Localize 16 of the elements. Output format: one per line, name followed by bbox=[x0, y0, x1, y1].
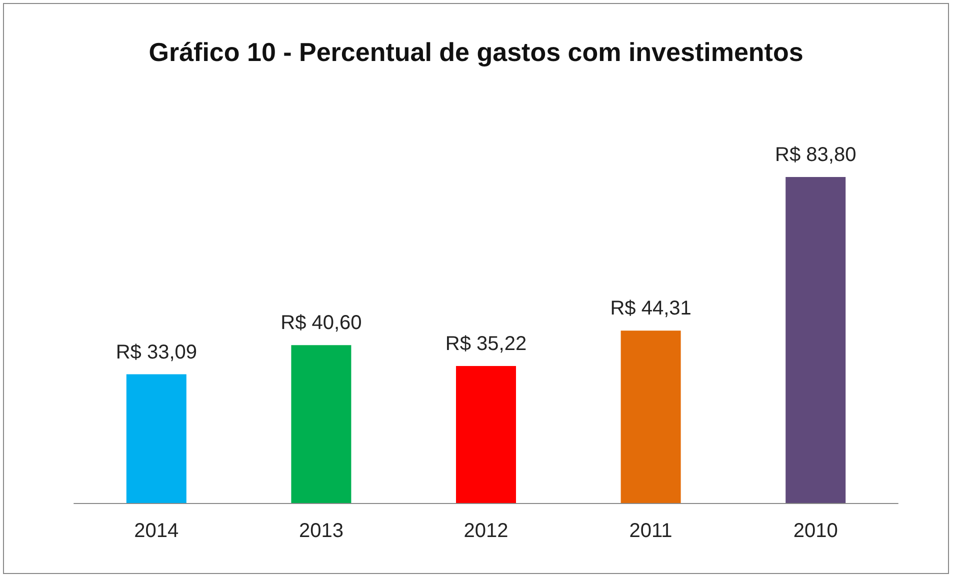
data-label: R$ 44,31 bbox=[610, 298, 692, 320]
x-tick-label: 2014 bbox=[134, 520, 179, 542]
chart-title: Gráfico 10 - Percentual de gastos com investimentos bbox=[148, 37, 804, 67]
bar bbox=[620, 330, 681, 503]
bar bbox=[126, 374, 186, 503]
bar bbox=[291, 345, 352, 503]
bar bbox=[786, 177, 846, 503]
x-tick-label: 2013 bbox=[298, 520, 344, 542]
data-label: R$ 83,80 bbox=[775, 144, 856, 166]
bar bbox=[456, 366, 516, 503]
data-label: R$ 33,09 bbox=[116, 341, 197, 364]
x-tick-label: 2011 bbox=[629, 520, 672, 542]
data-label: R$ 35,22 bbox=[445, 332, 527, 355]
x-tick-label: 2010 bbox=[793, 520, 838, 542]
x-tick-label: 2012 bbox=[464, 520, 508, 542]
data-label: R$ 40,60 bbox=[280, 312, 362, 334]
